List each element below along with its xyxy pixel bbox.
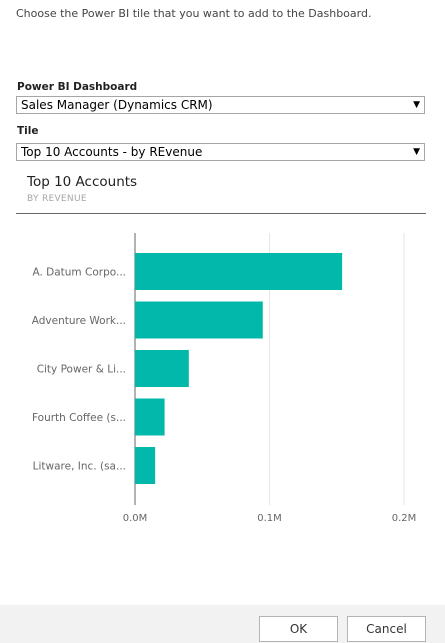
cancel-button[interactable]: Cancel [347,616,426,642]
tile-label: Tile [17,125,39,137]
bar-chart: A. Datum Corpo... Adventure Work... City P… [32,233,417,524]
bar [135,301,263,339]
chevron-down-icon[interactable]: ▼ [413,147,420,157]
chevron-down-icon[interactable]: ▼ [413,100,420,110]
bar [135,253,343,290]
dialog-instruction: Choose the Power BI tile that you want t… [16,7,372,20]
x-tick-label: 0.1M [257,513,282,524]
tile-subtitle: BY REVENUE [27,194,87,204]
bar [135,398,165,436]
category-label: Adventure Work... [32,315,126,327]
ok-button[interactable]: OK [259,616,338,642]
dashboard-label: Power BI Dashboard [17,81,138,93]
tile-select-value: Top 10 Accounts - by REvenue [21,145,203,159]
dashboard-select[interactable]: Sales Manager (Dynamics CRM) ▼ [16,96,425,114]
bar [135,350,189,387]
bar [135,447,156,484]
category-label: A. Datum Corpo... [32,267,126,279]
tile-title: Top 10 Accounts [27,174,138,190]
divider [16,213,426,214]
category-label: Fourth Coffee (s... [32,412,126,424]
dashboard-select-value: Sales Manager (Dynamics CRM) [21,98,213,112]
x-tick-label: 0.0M [123,513,148,524]
x-tick-label: 0.2M [392,513,417,524]
tile-select[interactable]: Top 10 Accounts - by REvenue ▼ [16,143,425,161]
category-label: Litware, Inc. (sa... [33,461,126,473]
category-label: City Power & Li... [37,364,126,376]
